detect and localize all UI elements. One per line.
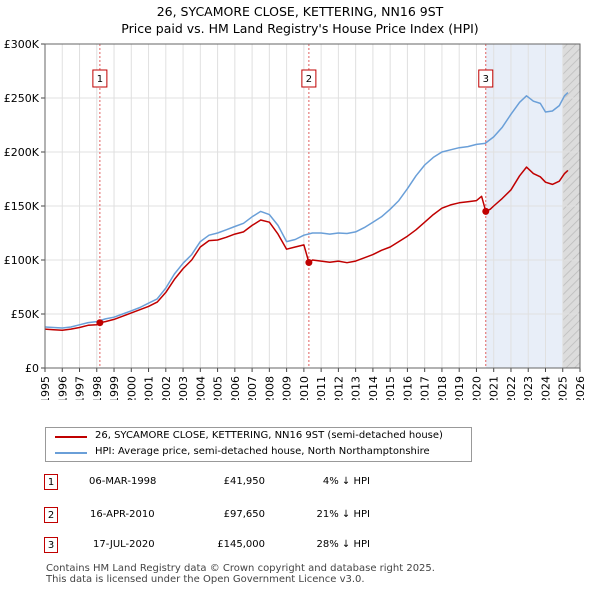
x-tick-label: 2020	[470, 376, 483, 400]
x-tick-label: 2022	[505, 376, 518, 400]
sale-price: £41,950	[223, 476, 265, 487]
x-tick-label: 2023	[522, 376, 535, 400]
sale-marker-label: 3	[483, 74, 489, 85]
footer-copyright: Contains HM Land Registry data © Crown c…	[46, 563, 435, 574]
x-tick-label: 2006	[229, 376, 242, 400]
sale-price: £145,000	[217, 539, 265, 550]
x-tick-label: 2009	[281, 376, 294, 400]
property-series-line	[44, 166, 569, 331]
sale-price: £97,650	[223, 509, 265, 520]
sale-marker-box	[478, 69, 494, 88]
price-chart: 1995 1996 1997 1998 1999 2000 2001 2002 2003 2004…	[4, 38, 587, 400]
chart-legend: 26, SYCAMORE CLOSE, KETTERING, NN16 9ST …	[45, 427, 472, 462]
x-tick-label: 2019	[453, 376, 466, 400]
x-tick-label: 1996	[56, 376, 69, 400]
y-tick-label: £0	[25, 362, 39, 375]
x-tick-label: 2017	[419, 376, 432, 400]
y-tick-label: £100K	[4, 254, 40, 267]
x-tick-label: 2005	[212, 376, 225, 400]
x-tick-label: 2011	[315, 376, 328, 400]
x-tick-label: 2001	[143, 376, 156, 400]
sale-marker-box	[301, 69, 317, 88]
y-tick-label: £200K	[4, 146, 40, 159]
x-tick-label: 2026	[574, 376, 587, 400]
x-tick-label: 2003	[177, 376, 190, 400]
x-tick-label: 2014	[367, 376, 380, 400]
x-tick-label: 2010	[298, 376, 311, 400]
x-tick-label: 2025	[557, 376, 570, 400]
x-tick-label: 2021	[488, 376, 501, 400]
sale-marker-label: 1	[97, 74, 103, 85]
x-tick-label: 2024	[539, 376, 552, 400]
sale-number-badge: 3	[44, 537, 58, 553]
x-tick-label: 2012	[332, 376, 345, 400]
x-tick-label: 2008	[263, 376, 276, 400]
sale-point	[305, 259, 313, 267]
y-tick-label: £150K	[4, 200, 40, 213]
legend-label-hpi: HPI: Average price, semi-detached house,…	[95, 446, 430, 457]
x-tick-label: 2004	[194, 376, 207, 400]
sale-marker-label: 2	[306, 74, 312, 85]
x-tick-label: 2007	[246, 376, 259, 400]
y-tick-label: £50K	[11, 308, 40, 321]
sale-marker-box	[92, 69, 108, 88]
footer-license: This data is licensed under the Open Gov…	[46, 574, 365, 585]
legend-label-property: 26, SYCAMORE CLOSE, KETTERING, NN16 9ST …	[95, 430, 443, 441]
chart-subtitle: Price paid vs. HM Land Registry's House …	[121, 21, 479, 36]
hpi-series-line	[44, 92, 569, 329]
sale-number-badge: 1	[44, 474, 58, 490]
sale-number-badge: 2	[44, 507, 58, 523]
y-tick-label: £250K	[4, 92, 40, 105]
x-tick-label: 2002	[160, 376, 173, 400]
sale-hpi-diff: 28% ↓ HPI	[316, 539, 370, 550]
x-tick-label: 2018	[436, 376, 449, 400]
plot-frame	[44, 43, 581, 369]
sale-hpi-diff: 21% ↓ HPI	[316, 509, 370, 520]
y-tick-label: £300K	[4, 38, 40, 51]
sale-date: 16-APR-2010	[90, 509, 155, 520]
sale-date: 06-MAR-1998	[89, 476, 157, 487]
x-tick-label: 2000	[125, 376, 138, 400]
sale-point	[96, 319, 104, 327]
x-tick-label: 1995	[39, 376, 52, 400]
sale-date: 17-JUL-2020	[93, 539, 155, 550]
x-tick-label: 2016	[401, 376, 414, 400]
legend-swatch-property	[55, 436, 87, 438]
x-tick-label: 1997	[74, 376, 87, 400]
chart-title-address: 26, SYCAMORE CLOSE, KETTERING, NN16 9ST	[156, 4, 444, 19]
footer-attribution: Contains HM Land Registry data © Crown c…	[46, 563, 435, 585]
sale-hpi-diff: 4% ↓ HPI	[322, 476, 370, 487]
x-tick-label: 2013	[350, 376, 363, 400]
legend-swatch-hpi	[55, 452, 87, 454]
x-tick-label: 1999	[108, 376, 121, 400]
sale-point	[482, 207, 490, 215]
x-tick-label: 1998	[91, 376, 104, 400]
x-tick-label: 2015	[384, 376, 397, 400]
